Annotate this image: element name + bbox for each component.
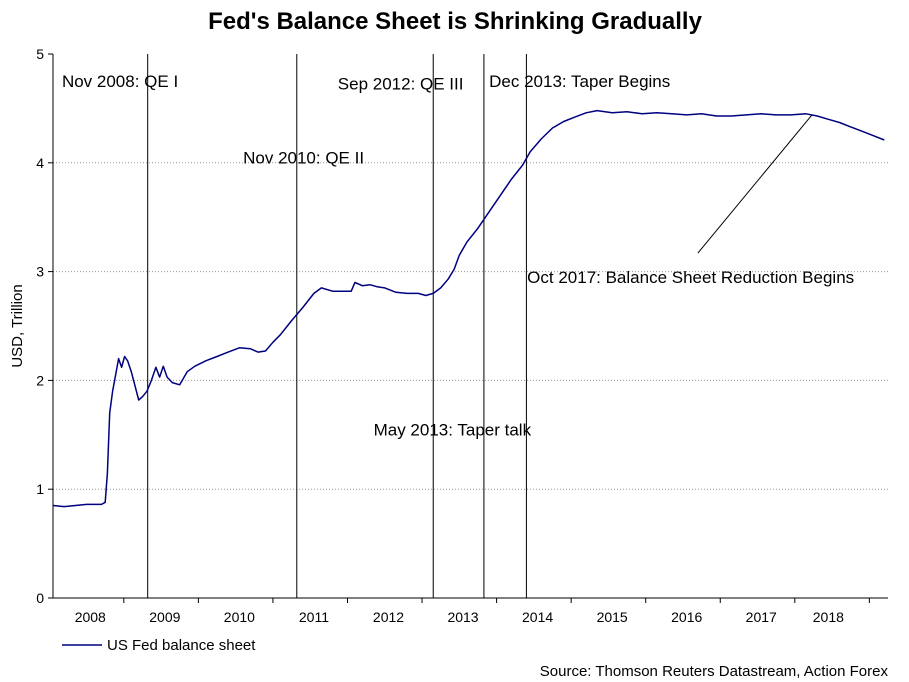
- x-tick-label-7: 2015: [597, 609, 628, 625]
- series-line-0: [52, 109, 885, 508]
- y-tick-label-2: 2: [36, 372, 44, 388]
- x-tick-label-5: 2013: [447, 609, 478, 625]
- callout-label: Oct 2017: Balance Sheet Reduction Begins: [527, 268, 854, 287]
- y-axis-label: USD, Trillion: [9, 284, 26, 367]
- x-tick-label-8: 2016: [671, 609, 702, 625]
- x-tick-label-9: 2017: [746, 609, 777, 625]
- y-tick-label-4: 4: [36, 155, 44, 171]
- legend: US Fed balance sheet: [62, 637, 256, 654]
- x-tick-label-6: 2014: [522, 609, 553, 625]
- source-note: Source: Thomson Reuters Datastream, Acti…: [540, 663, 889, 680]
- callout-leader-line: [697, 114, 813, 254]
- gridlines: [53, 162, 888, 490]
- x-tick-labels: 2008 2009 2010 2011 2012 2013 2014 2015 2016 2017…: [75, 609, 844, 625]
- chart-title: Fed's Balance Sheet is Shrinking Gradual…: [208, 8, 703, 35]
- x-tick-label-3: 2011: [299, 609, 329, 625]
- event-label-4: Dec 2013: Taper Begins: [489, 72, 670, 91]
- event-lines: [147, 54, 527, 598]
- series-layer: [52, 109, 885, 508]
- event-label-0: Nov 2008: QE I: [62, 72, 178, 91]
- y-tick-label-5: 5: [36, 46, 44, 62]
- x-tick-label-0: 2008: [75, 609, 106, 625]
- event-label-1: Nov 2010: QE II: [243, 148, 364, 167]
- annotations: Nov 2008: QE I Nov 2010: QE II Sep 2012: Q…: [62, 72, 854, 439]
- x-tick-label-2: 2010: [224, 609, 255, 625]
- y-tick-label-1: 1: [36, 481, 44, 497]
- y-tick-label-3: 3: [36, 264, 44, 280]
- event-label-3: May 2013: Taper talk: [374, 420, 532, 439]
- x-tick-label-1: 2009: [149, 609, 180, 625]
- x-tick-label-4: 2012: [373, 609, 404, 625]
- axes: [48, 53, 888, 603]
- x-tick-label-10: 2018: [813, 609, 844, 625]
- y-tick-label-0: 0: [36, 590, 44, 606]
- event-label-2: Sep 2012: QE III: [338, 74, 464, 93]
- legend-label: US Fed balance sheet: [107, 637, 256, 654]
- y-tick-labels: 0 1 2 3 4 5: [36, 46, 44, 606]
